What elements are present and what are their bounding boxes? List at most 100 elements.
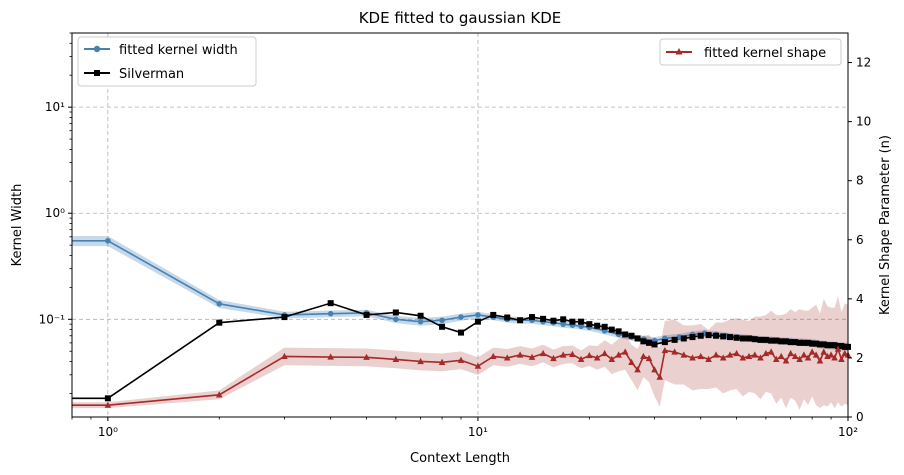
point-fitted-kernel-shape bbox=[772, 355, 780, 362]
point-fitted-kernel-shape bbox=[745, 352, 753, 360]
point-fitted-kernel-shape bbox=[634, 366, 641, 373]
point-silverman bbox=[824, 342, 831, 349]
point-fitted-kernel-shape bbox=[392, 355, 400, 362]
point-fitted-kernel-shape bbox=[751, 351, 759, 358]
point-fitted-kernel-shape bbox=[757, 354, 764, 361]
x-tick-label: 10⁰ bbox=[98, 425, 118, 439]
point-fitted-kernel-shape bbox=[697, 352, 705, 360]
point-fitted-kernel-width bbox=[676, 334, 683, 340]
point-fitted-kernel-shape bbox=[827, 351, 835, 358]
plot-frame bbox=[71, 32, 849, 418]
point-silverman bbox=[768, 337, 775, 344]
point-silverman bbox=[727, 334, 734, 341]
y-left-tick-label: 10¹ bbox=[45, 100, 65, 114]
legend-marker-silverman bbox=[94, 70, 100, 76]
point-silverman bbox=[474, 318, 481, 325]
legend-right: fitted kernel shape bbox=[659, 38, 842, 66]
point-silverman bbox=[828, 342, 835, 349]
y-right-tick-label: 10 bbox=[856, 115, 871, 129]
point-silverman bbox=[831, 342, 838, 349]
point-silverman bbox=[680, 335, 687, 342]
point-silverman bbox=[762, 336, 769, 343]
point-silverman bbox=[622, 331, 629, 338]
point-silverman bbox=[417, 312, 424, 319]
point-fitted-kernel-shape bbox=[363, 353, 370, 360]
point-fitted-kernel-shape bbox=[474, 362, 482, 369]
point-silverman bbox=[792, 339, 799, 346]
point-fitted-kernel-shape bbox=[215, 391, 223, 398]
point-fitted-kernel-shape bbox=[762, 349, 770, 357]
point-fitted-kernel-shape bbox=[628, 358, 635, 365]
point-fitted-kernel-shape bbox=[569, 350, 576, 357]
point-fitted-kernel-shape bbox=[787, 349, 794, 357]
point-silverman bbox=[281, 314, 288, 321]
point-fitted-kernel-shape bbox=[831, 354, 838, 361]
point-silverman bbox=[751, 336, 758, 343]
point-silverman bbox=[615, 328, 622, 335]
y-axis-right-label: Kernel Shape Parameter (n) bbox=[878, 135, 893, 315]
point-fitted-kernel-width bbox=[475, 312, 481, 318]
y-right-tick-label: 8 bbox=[856, 174, 864, 188]
point-silverman bbox=[560, 316, 567, 323]
point-silverman bbox=[796, 339, 803, 346]
point-fitted-kernel-shape bbox=[615, 351, 622, 358]
point-silverman bbox=[216, 319, 223, 326]
point-fitted-kernel-shape bbox=[550, 354, 557, 362]
point-silverman bbox=[757, 336, 764, 343]
point-fitted-kernel-shape bbox=[104, 401, 112, 408]
point-silverman bbox=[628, 332, 635, 339]
point-fitted-kernel-shape bbox=[593, 354, 601, 361]
point-fitted-kernel-shape bbox=[739, 354, 747, 361]
y-left-tick-label: 10⁻¹ bbox=[39, 312, 66, 326]
point-silverman bbox=[697, 332, 704, 339]
point-silverman bbox=[733, 334, 740, 341]
point-fitted-kernel-shape bbox=[733, 349, 740, 357]
point-fitted-kernel-shape bbox=[808, 348, 816, 355]
point-fitted-kernel-width bbox=[417, 318, 424, 325]
legend-left-frame bbox=[77, 36, 257, 87]
point-fitted-kernel-shape bbox=[705, 355, 712, 362]
point-fitted-kernel-shape bbox=[800, 351, 808, 358]
point-fitted-kernel-shape bbox=[559, 351, 567, 358]
point-silverman bbox=[640, 338, 647, 345]
y-right-tick-label: 6 bbox=[856, 233, 864, 247]
point-fitted-kernel-shape bbox=[438, 358, 446, 365]
point-fitted-kernel-shape bbox=[656, 373, 664, 380]
point-fitted-kernel-shape bbox=[680, 351, 688, 358]
point-fitted-kernel-width bbox=[578, 323, 584, 330]
point-silverman bbox=[671, 336, 678, 343]
point-silverman bbox=[778, 338, 785, 345]
legend-label-silverman: Silverman bbox=[119, 67, 184, 82]
point-silverman bbox=[578, 318, 585, 325]
point-silverman bbox=[713, 332, 720, 339]
point-silverman bbox=[816, 341, 823, 348]
point-silverman bbox=[661, 339, 668, 346]
point-fitted-kernel-shape bbox=[661, 346, 669, 354]
point-fitted-kernel-shape bbox=[804, 354, 812, 361]
y-right-tick-label: 4 bbox=[856, 292, 864, 306]
point-fitted-kernel-shape bbox=[820, 348, 828, 355]
point-silverman bbox=[805, 339, 812, 346]
point-fitted-kernel-shape bbox=[796, 355, 803, 362]
point-silverman bbox=[739, 335, 746, 342]
point-fitted-kernel-shape bbox=[281, 352, 288, 360]
x-tick-label: 10¹ bbox=[468, 425, 488, 439]
legend-marker-fitted-kernel-width bbox=[93, 45, 101, 53]
point-fitted-kernel-width bbox=[327, 310, 334, 317]
point-fitted-kernel-shape bbox=[539, 349, 547, 357]
y-right-tick-label: 0 bbox=[856, 410, 864, 424]
point-fitted-kernel-shape bbox=[782, 357, 790, 364]
point-fitted-kernel-shape bbox=[645, 354, 653, 362]
chart-title: KDE fitted to gaussian KDE bbox=[359, 9, 562, 27]
point-fitted-kernel-shape bbox=[838, 355, 845, 362]
point-silverman bbox=[569, 318, 576, 325]
point-fitted-kernel-shape bbox=[671, 348, 678, 355]
point-silverman bbox=[363, 311, 370, 318]
point-silverman bbox=[327, 300, 334, 307]
legend-right-frame bbox=[659, 38, 842, 66]
y-axis-left-label: Kernel Width bbox=[10, 184, 25, 267]
legend-label-fitted-kernel-width: fitted kernel width bbox=[119, 43, 238, 58]
point-fitted-kernel-shape bbox=[516, 351, 524, 358]
point-silverman bbox=[809, 340, 816, 347]
point-fitted-kernel-shape bbox=[528, 353, 536, 360]
